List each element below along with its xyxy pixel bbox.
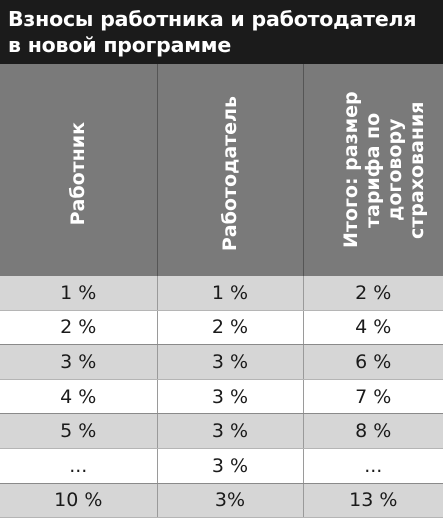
- column-header-employee: Работник: [0, 64, 158, 276]
- cell-total: ...: [303, 448, 443, 484]
- table-title: Взносы работника и работодателя в новой …: [0, 0, 443, 64]
- cell-employee: 10 %: [0, 483, 158, 519]
- title-line-1: Взносы работника и работодателя: [8, 7, 417, 31]
- cell-total: 6 %: [303, 344, 443, 380]
- cell-total: 2 %: [303, 276, 443, 311]
- table-row: 2 % 2 % 4 %: [0, 310, 443, 346]
- cell-employer: 1 %: [157, 276, 304, 311]
- cell-employer: 3 %: [157, 448, 304, 484]
- column-header-total: Итого: размер тарифа по договору страхов…: [303, 64, 443, 276]
- cell-employer: 2 %: [157, 310, 304, 346]
- cell-employee: ...: [0, 448, 158, 484]
- table-row: 10 % 3% 13 %: [0, 483, 443, 519]
- table-row: ... 3 % ...: [0, 448, 443, 484]
- cell-employee: 5 %: [0, 413, 158, 449]
- cell-employee: 1 %: [0, 276, 158, 311]
- table-row: 3 % 3 % 6 %: [0, 344, 443, 380]
- cell-total: 13 %: [303, 483, 443, 519]
- cell-employer: 3 %: [157, 379, 304, 415]
- cell-total: 4 %: [303, 310, 443, 346]
- cell-total: 8 %: [303, 413, 443, 449]
- cell-employer: 3 %: [157, 413, 304, 449]
- table-row: 4 % 3 % 7 %: [0, 379, 443, 415]
- table-row: 5 % 3 % 8 %: [0, 413, 443, 449]
- column-header-employee-label: Работник: [67, 122, 90, 226]
- column-header-total-label: Итого: размер тарифа по договору страхов…: [340, 91, 429, 249]
- cell-employer: 3 %: [157, 344, 304, 380]
- column-header-employer-label: Работодатель: [219, 96, 241, 252]
- cell-total: 7 %: [303, 379, 443, 415]
- cell-employee: 2 %: [0, 310, 158, 346]
- contributions-table: Работник Работодатель Итого: размер тари…: [0, 64, 443, 519]
- header-row: Работник Работодатель Итого: размер тари…: [0, 64, 443, 276]
- table-row: 1 % 1 % 2 %: [0, 276, 443, 311]
- cell-employee: 4 %: [0, 379, 158, 415]
- column-header-employer: Работодатель: [157, 64, 304, 276]
- title-line-2: в новой программе: [8, 33, 232, 57]
- cell-employer: 3%: [157, 483, 304, 519]
- cell-employee: 3 %: [0, 344, 158, 380]
